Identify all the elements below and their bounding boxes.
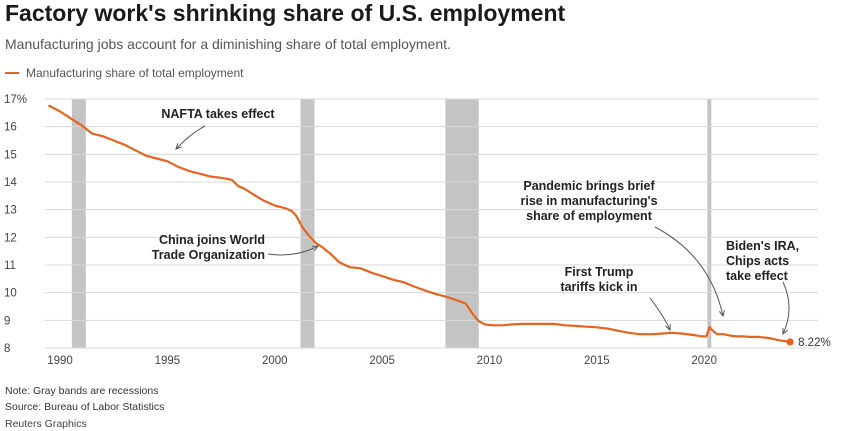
annotation-arrow [782,281,790,335]
y-tick-label: 13 [4,205,17,217]
x-tick-label: 1995 [155,355,181,367]
y-tick-label: 16 [4,122,17,134]
y-tick-label: 17% [4,94,27,106]
y-tick-label: 12 [4,232,17,244]
x-tick-label: 2000 [262,355,288,367]
annotation-nafta: NAFTA takes effect [161,107,275,121]
y-tick-label: 8 [4,343,10,355]
credit-line: Reuters Graphics [5,418,87,430]
legend-line-swatch [5,72,19,74]
annotation-arrowhead [718,310,725,318]
annotation-arrow [175,125,206,150]
annotation-arrow [654,226,724,317]
annotation-arrowhead [665,323,671,332]
recession-band [300,99,315,348]
x-tick-label: 2005 [369,355,395,367]
annotation-arrowhead [175,143,182,150]
recession-band [71,99,86,348]
annotation-arrow [649,297,671,331]
annotation-arrowhead [311,245,320,252]
annotation-pandemic: Pandemic brings brief rise in manufacturi… [520,179,657,223]
end-point-marker [786,338,794,346]
end-value-label: 8.22% [798,337,831,349]
annotation-arrow [267,245,319,256]
chart-title: Factory work's shrinking share of U.S. e… [5,0,566,26]
y-tick-label: 10 [4,288,17,300]
recession-band [707,99,712,348]
y-tick-label: 14 [4,177,17,189]
x-tick-label: 2010 [477,355,503,367]
x-tick-label: 2020 [691,355,717,367]
annotation-biden: Biden's IRA, Chips acts take effect [726,239,799,283]
y-tick-label: 9 [4,315,10,327]
chart-subtitle: Manufacturing jobs account for a diminis… [5,36,451,52]
footnote: Note: Gray bands are recessions [5,385,159,397]
legend-label: Manufacturing share of total employment [26,66,244,80]
y-tick-label: 11 [4,260,16,272]
x-tick-label: 2015 [584,355,610,367]
legend: Manufacturing share of total employment [5,66,243,80]
line-chart: 8 9 10 11 12 13 14 15 16 17% 1990 1995 2000 2005 2010 2… [4,94,831,367]
source-line: Source: Bureau of Labor Statistics [5,401,165,413]
annotation-arrowhead [782,327,788,336]
annotation-trump: First Trump tariffs kick in [560,265,637,294]
y-tick-label: 15 [4,149,17,161]
x-tick-label: 1990 [47,355,73,367]
annotation-wto: China joins World Trade Organization [152,233,265,262]
recession-band [445,99,479,348]
series-line [48,104,792,343]
